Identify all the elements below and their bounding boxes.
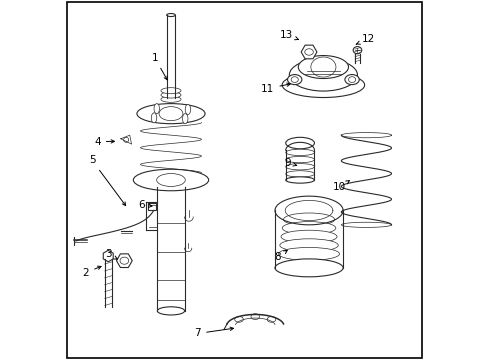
Ellipse shape [279,239,338,252]
Ellipse shape [287,75,301,85]
Ellipse shape [285,137,314,149]
Ellipse shape [137,104,204,124]
Ellipse shape [310,57,335,77]
Ellipse shape [352,46,361,54]
Text: 9: 9 [284,158,296,168]
Ellipse shape [234,316,243,322]
Ellipse shape [185,104,190,114]
Text: 2: 2 [82,266,101,278]
Ellipse shape [159,107,183,121]
Ellipse shape [166,14,175,17]
Ellipse shape [282,72,364,98]
Ellipse shape [161,88,181,94]
Ellipse shape [285,163,314,170]
Text: 8: 8 [274,250,286,262]
Text: 4: 4 [94,137,114,147]
Text: 11: 11 [261,83,289,94]
Ellipse shape [120,257,128,264]
Ellipse shape [154,104,159,114]
Ellipse shape [250,314,259,319]
Ellipse shape [348,77,355,82]
Ellipse shape [151,113,157,123]
Ellipse shape [157,307,184,315]
Ellipse shape [283,213,334,226]
Ellipse shape [282,222,335,234]
Ellipse shape [161,96,181,102]
Ellipse shape [290,77,298,82]
Text: 10: 10 [332,181,349,192]
Ellipse shape [133,169,208,191]
Ellipse shape [304,49,313,55]
Text: 3: 3 [105,249,117,259]
Ellipse shape [274,259,343,277]
Text: 5: 5 [89,155,125,206]
Text: 1: 1 [151,53,167,80]
Ellipse shape [285,177,314,183]
Text: 7: 7 [194,327,233,338]
Ellipse shape [344,75,359,85]
Bar [148,203,156,211]
Ellipse shape [161,92,181,98]
Ellipse shape [285,171,314,177]
Ellipse shape [156,174,185,186]
Text: 6: 6 [138,200,152,210]
Ellipse shape [278,247,339,260]
Ellipse shape [289,59,357,91]
Ellipse shape [182,114,187,124]
Ellipse shape [281,230,336,243]
Text: 12: 12 [355,34,374,44]
Ellipse shape [285,149,314,156]
Ellipse shape [298,55,348,78]
Text: 13: 13 [279,30,298,40]
Ellipse shape [285,156,314,163]
Ellipse shape [123,137,128,142]
Ellipse shape [266,316,275,322]
